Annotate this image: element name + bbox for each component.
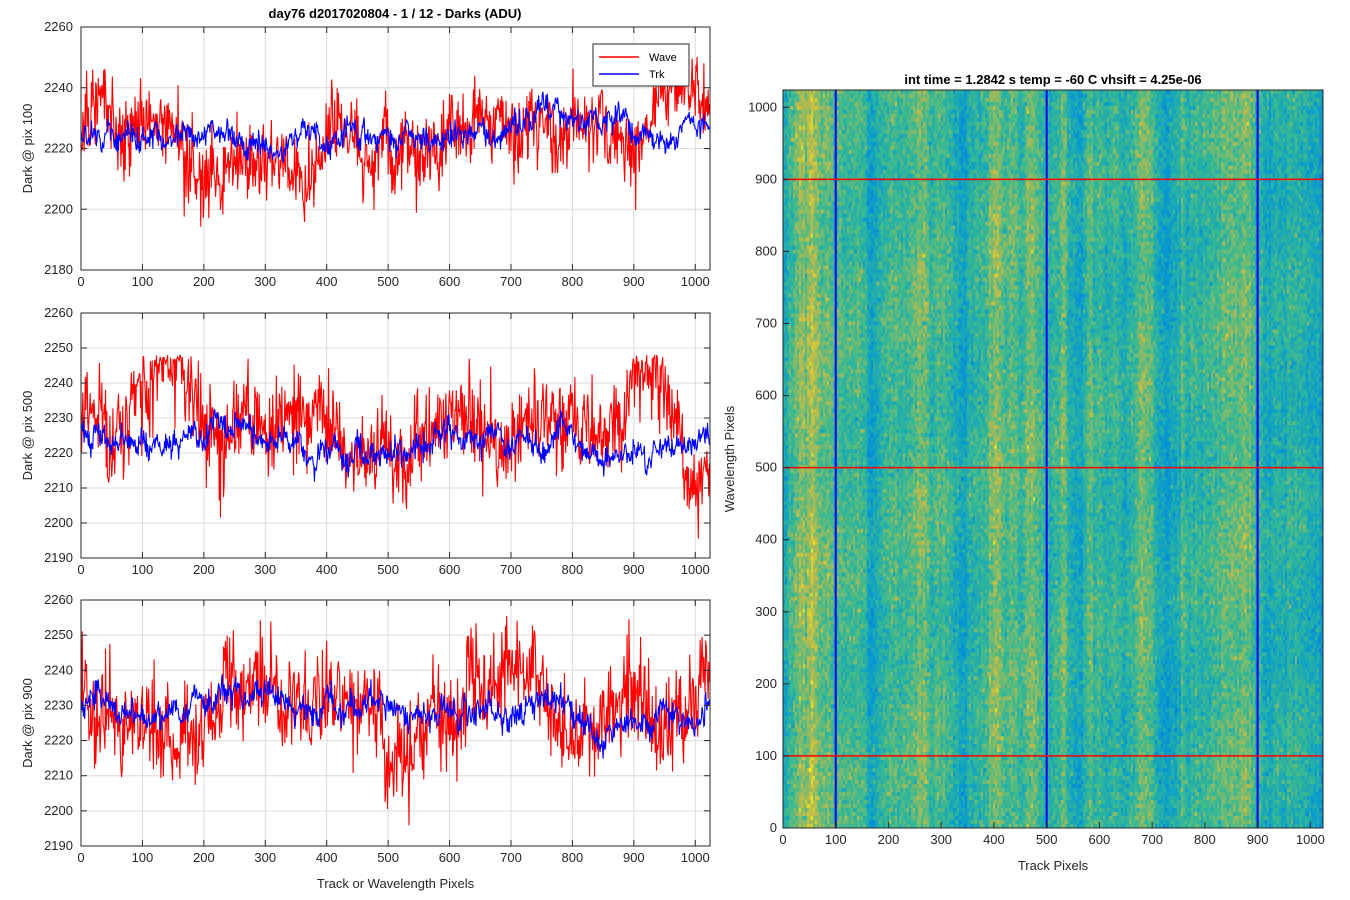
legend-label-wave: Wave xyxy=(649,52,677,64)
heatmap-cells xyxy=(783,90,1323,828)
x-tick-label: 0 xyxy=(77,274,84,289)
x-tick-label: 300 xyxy=(254,562,276,577)
x-tick-label: 600 xyxy=(439,274,461,289)
y-tick-label: 600 xyxy=(755,388,777,403)
y-tick-label: 900 xyxy=(755,171,777,186)
y-tick-label: 2180 xyxy=(44,262,73,277)
y-tick-label: 2230 xyxy=(44,697,73,712)
y-tick-label: 500 xyxy=(755,460,777,475)
x-tick-label: 600 xyxy=(1089,832,1111,847)
y-tick-label: 2220 xyxy=(44,445,73,460)
y-tick-label: 300 xyxy=(755,604,777,619)
x-tick-label: 100 xyxy=(825,832,847,847)
x-tick-label: 200 xyxy=(193,850,215,865)
y-tick-label: 2190 xyxy=(44,550,73,565)
left-plot-title: day76 d2017020804 - 1 / 12 - Darks (ADU) xyxy=(269,6,522,21)
x-tick-label: 400 xyxy=(983,832,1005,847)
legend-label-trk: Trk xyxy=(649,69,665,81)
y-axis-label: Dark @ pix 500 xyxy=(20,391,35,481)
x-axis-label: Track or Wavelength Pixels xyxy=(317,876,475,891)
x-tick-label: 500 xyxy=(377,562,399,577)
x-tick-label: 700 xyxy=(500,562,522,577)
y-axis-label: Dark @ pix 100 xyxy=(20,104,35,194)
y-axis-label: Dark @ pix 900 xyxy=(20,678,35,768)
x-tick-label: 1000 xyxy=(681,562,710,577)
x-tick-label: 100 xyxy=(132,562,154,577)
y-tick-label: 2200 xyxy=(44,803,73,818)
dark-image-heatmap: 0 100 200 300 400 500 600 700 800 900 1000 0 100 200 3… xyxy=(722,90,1325,873)
y-tick-label: 800 xyxy=(755,243,777,258)
x-tick-label: 0 xyxy=(77,850,84,865)
y-tick-label: 200 xyxy=(755,676,777,691)
x-tick-label: 900 xyxy=(623,562,645,577)
y-tick-label: 0 xyxy=(770,820,777,835)
x-tick-label: 500 xyxy=(377,274,399,289)
x-tick-label: 900 xyxy=(623,274,645,289)
x-tick-label: 400 xyxy=(316,274,338,289)
x-tick-label: 300 xyxy=(930,832,952,847)
y-tick-label: 2230 xyxy=(44,410,73,425)
y-tick-label: 2200 xyxy=(44,201,73,216)
x-tick-label: 100 xyxy=(132,274,154,289)
y-tick-label: 2260 xyxy=(44,19,73,34)
y-tick-label: 700 xyxy=(755,316,777,331)
x-tick-label: 0 xyxy=(779,832,786,847)
x-tick-label: 200 xyxy=(878,832,900,847)
x-tick-label: 800 xyxy=(562,850,584,865)
right-plot-title: int time = 1.2842 s temp = -60 C vhsift … xyxy=(904,72,1201,87)
y-tick-label: 2240 xyxy=(44,375,73,390)
legend-box xyxy=(593,44,689,86)
y-tick-label: 2260 xyxy=(44,592,73,607)
x-tick-label: 900 xyxy=(1247,832,1269,847)
x-tick-label: 0 xyxy=(77,562,84,577)
x-tick-label: 1000 xyxy=(681,274,710,289)
line-plot-pix-900: 0 100 200 300 400 500 600 700 800 900 1000 2190 2200… xyxy=(20,592,710,891)
y-tick-label: 2220 xyxy=(44,733,73,748)
y-tick-label: 2190 xyxy=(44,838,73,853)
x-tick-label: 800 xyxy=(562,274,584,289)
y-tick-label: 2240 xyxy=(44,80,73,95)
x-tick-label: 600 xyxy=(439,850,461,865)
y-tick-label: 2210 xyxy=(44,768,73,783)
x-tick-label: 700 xyxy=(500,274,522,289)
x-tick-label: 900 xyxy=(623,850,645,865)
line-plot-pix-500: 0 100 200 300 400 500 600 700 800 900 1000 2190 2200… xyxy=(20,305,710,577)
x-tick-label: 200 xyxy=(193,562,215,577)
y-axis-label: Wavelength Pixels xyxy=(722,405,737,512)
x-tick-label: 600 xyxy=(439,562,461,577)
y-tick-label: 400 xyxy=(755,532,777,547)
x-tick-label: 100 xyxy=(132,850,154,865)
x-tick-label: 700 xyxy=(500,850,522,865)
x-tick-label: 300 xyxy=(254,850,276,865)
line-plot-pix-100: 0 100 200 300 400 500 600 700 800 900 1000 2180 2200… xyxy=(20,19,710,289)
x-tick-label: 400 xyxy=(316,850,338,865)
x-axis-label: Track Pixels xyxy=(1018,858,1089,873)
x-tick-label: 800 xyxy=(562,562,584,577)
x-tick-label: 1000 xyxy=(1296,832,1325,847)
y-tick-label: 2200 xyxy=(44,515,73,530)
x-tick-label: 400 xyxy=(316,562,338,577)
x-tick-label: 300 xyxy=(254,274,276,289)
x-tick-label: 500 xyxy=(377,850,399,865)
y-tick-label: 2240 xyxy=(44,662,73,677)
y-tick-label: 2260 xyxy=(44,305,73,320)
y-tick-label: 2220 xyxy=(44,141,73,156)
y-tick-label: 100 xyxy=(755,748,777,763)
y-tick-label: 1000 xyxy=(748,99,777,114)
y-tick-label: 2250 xyxy=(44,627,73,642)
x-tick-label: 700 xyxy=(1141,832,1163,847)
plot-area xyxy=(81,600,710,846)
y-tick-label: 2210 xyxy=(44,480,73,495)
x-tick-label: 800 xyxy=(1194,832,1216,847)
y-tick-label: 2250 xyxy=(44,340,73,355)
x-tick-label: 500 xyxy=(1036,832,1058,847)
legend: Wave Trk xyxy=(593,44,689,86)
x-tick-label: 200 xyxy=(193,274,215,289)
x-tick-label: 1000 xyxy=(681,850,710,865)
